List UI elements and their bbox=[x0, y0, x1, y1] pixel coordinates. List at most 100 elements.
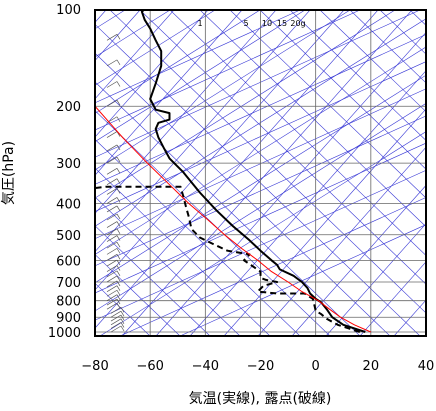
reference-line-diagonal bbox=[95, 10, 243, 176]
y-tick-label: 700 bbox=[56, 276, 81, 291]
x-tick-label: −20 bbox=[247, 359, 274, 374]
x-tick-label: −60 bbox=[136, 359, 163, 374]
x-tick-label: −40 bbox=[192, 359, 219, 374]
y-axis-title: 気圧(hPa) bbox=[1, 141, 17, 205]
reference-line-diagonal bbox=[95, 115, 426, 267]
mixing-ratio-label: 10 bbox=[262, 19, 272, 28]
wind-barb bbox=[106, 285, 118, 292]
wind-barb bbox=[110, 314, 122, 322]
wind-barb bbox=[116, 34, 121, 40]
wind-barb bbox=[106, 178, 118, 186]
plot-frame bbox=[94, 9, 427, 337]
wind-barb bbox=[116, 178, 121, 184]
wind-barb bbox=[106, 131, 118, 138]
wind-barb bbox=[106, 298, 118, 306]
grid-lines bbox=[95, 10, 426, 336]
x-tick-labels: −80 −60 −40 −20 0 20 40 bbox=[81, 359, 434, 374]
x-tick-label: −80 bbox=[81, 359, 108, 374]
wind-barb bbox=[110, 325, 122, 333]
reference-line-diagonal bbox=[349, 10, 426, 84]
wind-barb bbox=[106, 228, 118, 236]
wind-barb bbox=[116, 228, 121, 234]
wind-barb bbox=[116, 188, 121, 194]
reference-line-diagonal bbox=[95, 10, 306, 143]
wind-barb bbox=[106, 302, 118, 310]
wind-barb bbox=[106, 265, 118, 272]
reference-line-diagonal bbox=[95, 46, 426, 255]
wind-barb bbox=[120, 311, 125, 317]
mixing-ratio-label: 20g bbox=[290, 19, 305, 28]
wind-barb bbox=[116, 59, 121, 66]
wind-barb bbox=[106, 280, 118, 288]
x-tick-label: 0 bbox=[312, 359, 320, 374]
reference-curve-line bbox=[95, 105, 371, 333]
wind-barb bbox=[116, 221, 121, 227]
reference-line-diagonal bbox=[95, 10, 216, 86]
mixing-ratio-label: 1 bbox=[197, 19, 202, 28]
wind-barb bbox=[117, 3, 120, 8]
wind-barb bbox=[116, 241, 121, 248]
wind-barb bbox=[106, 59, 118, 67]
wind-barb bbox=[106, 275, 118, 283]
reference-line-diagonal bbox=[95, 10, 175, 100]
wind-barb bbox=[116, 213, 121, 220]
wind-barb bbox=[116, 254, 121, 260]
reference-line-diagonal bbox=[95, 10, 421, 158]
reference-line-diagonal bbox=[169, 10, 426, 256]
wind-barb bbox=[116, 197, 121, 203]
wind-barb bbox=[120, 314, 125, 321]
reference-line-diagonal bbox=[95, 10, 311, 253]
wind-barb bbox=[116, 81, 121, 87]
wind-barb bbox=[116, 235, 121, 241]
wind-barb bbox=[106, 254, 118, 261]
reference-line-diagonal bbox=[95, 10, 351, 171]
wind-barb bbox=[116, 168, 121, 174]
wind-barb bbox=[120, 318, 125, 324]
x-tick-label: 20 bbox=[363, 359, 380, 374]
wind-barb bbox=[106, 205, 118, 213]
y-tick-label: 200 bbox=[56, 100, 81, 115]
wind-barb bbox=[116, 248, 121, 254]
reference-line-diagonal bbox=[289, 10, 426, 141]
wind-barb bbox=[106, 270, 118, 278]
wind-barb bbox=[120, 307, 125, 313]
series-lines bbox=[95, 10, 371, 333]
wind-barb bbox=[110, 318, 122, 326]
wind-barb bbox=[106, 144, 118, 152]
y-tick-label: 500 bbox=[56, 229, 81, 244]
wind-barb bbox=[106, 81, 118, 88]
mixing-ratio-label: 5 bbox=[243, 19, 248, 28]
wind-barb bbox=[106, 197, 118, 204]
wind-barb bbox=[107, 3, 117, 9]
wind-barb bbox=[120, 322, 125, 328]
wind-barb bbox=[116, 290, 121, 296]
y-tick-label: 400 bbox=[56, 197, 81, 212]
wind-barb bbox=[116, 275, 121, 282]
y-tick-label: 1000 bbox=[48, 326, 81, 341]
wind-barb bbox=[116, 298, 121, 305]
mixing-ratio-label: 15 bbox=[277, 19, 287, 28]
mixing-ratio-labels: 1 5 10 15 20g bbox=[197, 19, 305, 28]
wind-barb bbox=[116, 265, 121, 271]
y-tick-label: 900 bbox=[56, 311, 81, 326]
wind-barb bbox=[116, 294, 121, 300]
wind-barb bbox=[116, 280, 121, 287]
wind-barb bbox=[106, 188, 118, 195]
wind-barb bbox=[116, 100, 121, 106]
wind-barb bbox=[116, 205, 121, 212]
wind-barb bbox=[120, 325, 125, 332]
wind-barb bbox=[106, 241, 118, 249]
y-tick-label: 600 bbox=[56, 254, 81, 269]
temperature-line bbox=[140, 10, 366, 333]
wind-barb bbox=[106, 156, 118, 164]
reference-line-diagonal bbox=[95, 10, 209, 138]
wind-barb bbox=[116, 270, 121, 277]
reference-line-diagonal bbox=[95, 10, 301, 104]
wind-barb bbox=[116, 303, 121, 309]
wind-barb bbox=[116, 156, 121, 163]
wind-barb bbox=[110, 322, 122, 329]
x-axis-title: 気温(実線), 露点(破線) bbox=[189, 391, 332, 407]
reference-line-diagonal bbox=[199, 10, 426, 228]
